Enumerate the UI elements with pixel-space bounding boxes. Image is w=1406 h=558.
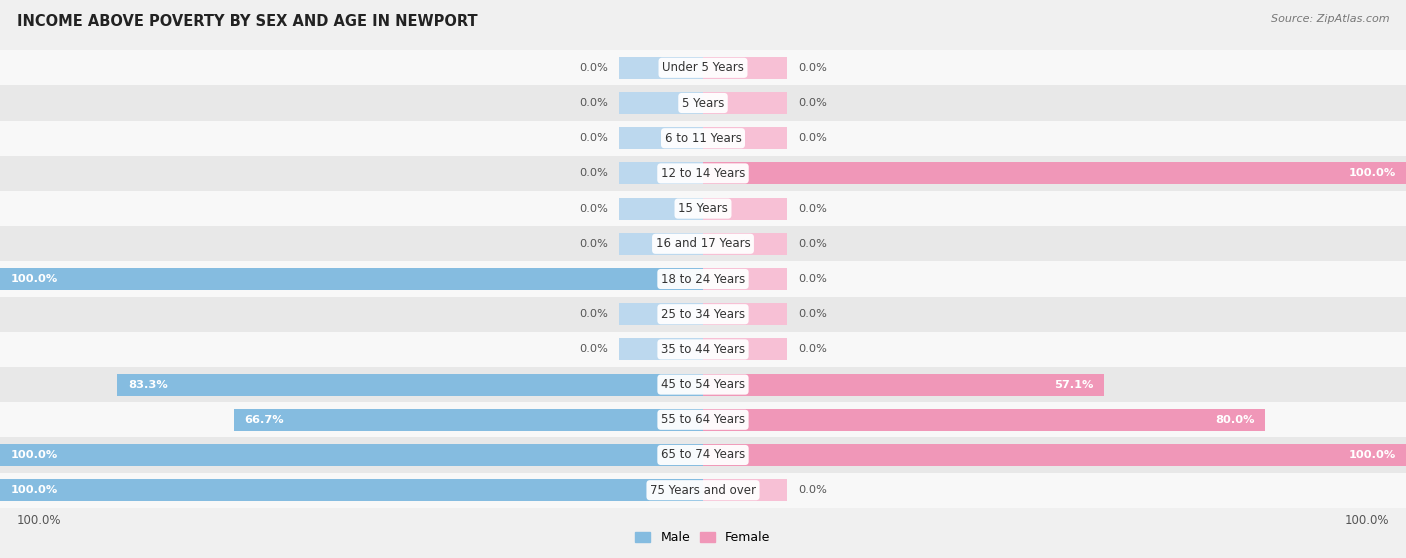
Text: 83.3%: 83.3% — [128, 379, 167, 389]
Bar — [619, 162, 703, 184]
Bar — [619, 339, 703, 360]
Bar — [619, 233, 703, 254]
Text: 100.0%: 100.0% — [1344, 514, 1389, 527]
Text: 0.0%: 0.0% — [579, 98, 609, 108]
Text: 0.0%: 0.0% — [579, 344, 609, 354]
Bar — [0, 85, 1406, 121]
Bar — [619, 304, 703, 325]
Bar — [0, 437, 1406, 473]
Bar — [0, 191, 1406, 226]
Text: 66.7%: 66.7% — [245, 415, 284, 425]
Text: 0.0%: 0.0% — [799, 274, 827, 284]
Bar — [703, 233, 787, 254]
Text: 0.0%: 0.0% — [799, 133, 827, 143]
Text: 100.0%: 100.0% — [1348, 450, 1395, 460]
Text: 100.0%: 100.0% — [10, 450, 58, 460]
Text: 65 to 74 Years: 65 to 74 Years — [661, 449, 745, 461]
Bar — [703, 409, 1265, 431]
Text: 100.0%: 100.0% — [1348, 169, 1395, 179]
Text: 5 Years: 5 Years — [682, 97, 724, 109]
Text: 0.0%: 0.0% — [579, 169, 609, 179]
Bar — [0, 367, 1406, 402]
Bar — [0, 156, 1406, 191]
Text: 100.0%: 100.0% — [10, 274, 58, 284]
Text: 55 to 64 Years: 55 to 64 Years — [661, 413, 745, 426]
Text: 0.0%: 0.0% — [799, 204, 827, 214]
Bar — [0, 297, 1406, 332]
Bar — [703, 92, 787, 114]
Text: 0.0%: 0.0% — [799, 98, 827, 108]
Bar — [703, 374, 1105, 396]
Text: 18 to 24 Years: 18 to 24 Years — [661, 272, 745, 286]
Text: 0.0%: 0.0% — [799, 239, 827, 249]
Bar — [619, 127, 703, 149]
Text: 15 Years: 15 Years — [678, 202, 728, 215]
Text: 0.0%: 0.0% — [579, 133, 609, 143]
Bar — [703, 339, 787, 360]
Text: 12 to 14 Years: 12 to 14 Years — [661, 167, 745, 180]
Text: 0.0%: 0.0% — [579, 63, 609, 73]
Text: Under 5 Years: Under 5 Years — [662, 61, 744, 74]
Bar — [0, 50, 1406, 85]
Bar — [0, 226, 1406, 261]
Bar — [703, 198, 787, 219]
Bar — [0, 332, 1406, 367]
Text: 45 to 54 Years: 45 to 54 Years — [661, 378, 745, 391]
Text: 0.0%: 0.0% — [799, 485, 827, 495]
Text: 75 Years and over: 75 Years and over — [650, 484, 756, 497]
Bar — [619, 57, 703, 79]
Bar — [0, 444, 703, 466]
Bar — [233, 409, 703, 431]
Bar — [117, 374, 703, 396]
Bar — [0, 121, 1406, 156]
Text: Source: ZipAtlas.com: Source: ZipAtlas.com — [1271, 14, 1389, 24]
Text: 35 to 44 Years: 35 to 44 Years — [661, 343, 745, 356]
Text: 100.0%: 100.0% — [10, 485, 58, 495]
Text: 0.0%: 0.0% — [799, 309, 827, 319]
Text: 0.0%: 0.0% — [579, 204, 609, 214]
Text: 0.0%: 0.0% — [799, 344, 827, 354]
Bar — [0, 479, 703, 501]
Text: 100.0%: 100.0% — [17, 514, 62, 527]
Bar — [0, 261, 1406, 297]
Bar — [0, 268, 703, 290]
Text: 0.0%: 0.0% — [799, 63, 827, 73]
Bar — [703, 479, 787, 501]
Bar — [703, 127, 787, 149]
Text: 0.0%: 0.0% — [579, 309, 609, 319]
Text: 25 to 34 Years: 25 to 34 Years — [661, 307, 745, 321]
Text: 16 and 17 Years: 16 and 17 Years — [655, 237, 751, 251]
Text: 6 to 11 Years: 6 to 11 Years — [665, 132, 741, 145]
Bar — [703, 162, 1406, 184]
Bar — [703, 57, 787, 79]
Bar — [703, 304, 787, 325]
Bar — [0, 402, 1406, 437]
Bar — [0, 473, 1406, 508]
Legend: Male, Female: Male, Female — [630, 526, 776, 549]
Bar — [619, 198, 703, 219]
Text: 0.0%: 0.0% — [579, 239, 609, 249]
Bar — [703, 444, 1406, 466]
Bar — [619, 92, 703, 114]
Text: 57.1%: 57.1% — [1054, 379, 1094, 389]
Text: 80.0%: 80.0% — [1215, 415, 1256, 425]
Bar — [703, 268, 787, 290]
Text: INCOME ABOVE POVERTY BY SEX AND AGE IN NEWPORT: INCOME ABOVE POVERTY BY SEX AND AGE IN N… — [17, 14, 478, 29]
